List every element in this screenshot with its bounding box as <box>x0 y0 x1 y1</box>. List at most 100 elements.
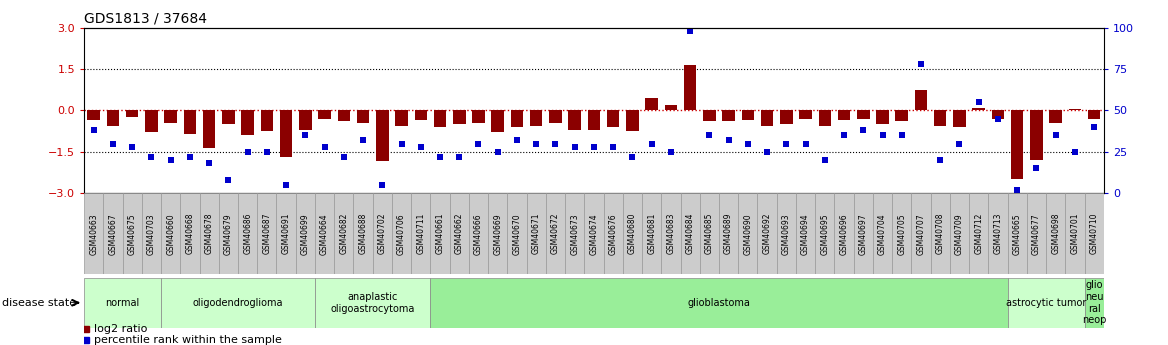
Text: GSM40666: GSM40666 <box>474 213 484 255</box>
Bar <box>661 193 681 274</box>
Bar <box>433 110 446 127</box>
Text: GSM40672: GSM40672 <box>551 213 559 255</box>
Text: oligodendroglioma: oligodendroglioma <box>193 298 284 308</box>
Bar <box>1047 193 1065 274</box>
Bar <box>450 193 468 274</box>
Bar <box>1085 193 1104 274</box>
Bar <box>719 193 738 274</box>
Bar <box>684 65 696 110</box>
Bar <box>165 110 176 123</box>
Text: GSM40711: GSM40711 <box>416 213 425 254</box>
Bar <box>742 110 755 120</box>
Text: GSM40680: GSM40680 <box>628 213 637 255</box>
Text: GSM40701: GSM40701 <box>1070 213 1079 255</box>
Text: GSM40704: GSM40704 <box>878 213 887 255</box>
Bar <box>799 110 812 119</box>
Text: GSM40683: GSM40683 <box>667 213 675 255</box>
Text: GSM40669: GSM40669 <box>493 213 502 255</box>
Bar <box>530 110 542 126</box>
Bar <box>338 110 350 121</box>
Bar <box>84 193 103 274</box>
Text: GSM40702: GSM40702 <box>377 213 387 255</box>
Text: GSM40710: GSM40710 <box>1090 213 1099 255</box>
Bar <box>872 193 892 274</box>
Bar <box>1049 110 1062 123</box>
Bar <box>453 110 466 124</box>
Text: GSM40694: GSM40694 <box>801 213 811 255</box>
Text: GSM40675: GSM40675 <box>127 213 137 255</box>
Bar <box>123 193 141 274</box>
Bar <box>319 110 331 119</box>
Bar <box>857 110 869 119</box>
Text: anaplastic
oligoastrocytoma: anaplastic oligoastrocytoma <box>331 292 415 314</box>
Bar <box>876 110 889 124</box>
Text: GDS1813 / 37684: GDS1813 / 37684 <box>84 11 207 25</box>
Text: GSM40673: GSM40673 <box>570 213 579 255</box>
Bar <box>1087 110 1100 119</box>
Text: GSM40668: GSM40668 <box>186 213 194 255</box>
Bar <box>356 110 369 123</box>
Text: GSM40660: GSM40660 <box>166 213 175 255</box>
Text: percentile rank within the sample: percentile rank within the sample <box>95 335 283 345</box>
Text: GSM40677: GSM40677 <box>1031 213 1041 255</box>
Bar <box>468 193 488 274</box>
Text: GSM40664: GSM40664 <box>320 213 329 255</box>
Text: disease state: disease state <box>2 298 76 308</box>
Text: log2 ratio: log2 ratio <box>95 325 147 334</box>
Bar <box>569 110 580 130</box>
Bar <box>545 193 565 274</box>
Bar <box>430 278 1008 328</box>
Text: GSM40713: GSM40713 <box>994 213 1002 255</box>
Bar <box>334 193 354 274</box>
Bar <box>242 110 253 135</box>
Bar <box>260 110 273 131</box>
Bar <box>819 110 832 126</box>
Bar <box>758 193 777 274</box>
Bar <box>277 193 296 274</box>
Text: GSM40663: GSM40663 <box>89 213 98 255</box>
Bar <box>1008 193 1027 274</box>
Text: GSM40705: GSM40705 <box>897 213 906 255</box>
Text: GSM40676: GSM40676 <box>609 213 618 255</box>
Bar <box>203 110 215 148</box>
Bar <box>106 110 119 126</box>
Text: GSM40679: GSM40679 <box>224 213 232 255</box>
Bar <box>565 193 584 274</box>
Bar <box>665 105 677 110</box>
Bar <box>280 110 292 157</box>
Text: GSM40703: GSM40703 <box>147 213 157 255</box>
Text: glioblastoma: glioblastoma <box>688 298 750 308</box>
Bar <box>760 110 773 126</box>
Bar <box>681 193 700 274</box>
Text: GSM40688: GSM40688 <box>359 213 368 254</box>
Bar <box>837 110 850 120</box>
Bar <box>200 193 218 274</box>
Bar <box>507 193 527 274</box>
Bar <box>703 110 716 121</box>
Bar <box>373 193 392 274</box>
Bar <box>1065 193 1085 274</box>
Bar <box>834 193 854 274</box>
Text: GSM40674: GSM40674 <box>590 213 598 255</box>
Text: GSM40692: GSM40692 <box>763 213 772 255</box>
Bar <box>588 110 600 130</box>
Text: GSM40684: GSM40684 <box>686 213 695 255</box>
Text: astrocytic tumor: astrocytic tumor <box>1006 298 1086 308</box>
Bar <box>623 193 642 274</box>
Bar <box>777 193 795 274</box>
Text: GSM40699: GSM40699 <box>301 213 310 255</box>
Bar <box>722 110 735 121</box>
Bar <box>145 110 158 132</box>
Text: GSM40687: GSM40687 <box>263 213 271 255</box>
Bar <box>472 110 485 123</box>
Bar <box>815 193 834 274</box>
Bar <box>488 193 507 274</box>
Bar <box>626 110 639 131</box>
Bar <box>492 110 503 132</box>
Bar <box>854 193 872 274</box>
Text: GSM40678: GSM40678 <box>204 213 214 255</box>
Text: GSM40665: GSM40665 <box>1013 213 1022 255</box>
Bar <box>642 193 661 274</box>
Text: GSM40698: GSM40698 <box>1051 213 1061 255</box>
Text: GSM40709: GSM40709 <box>955 213 964 255</box>
